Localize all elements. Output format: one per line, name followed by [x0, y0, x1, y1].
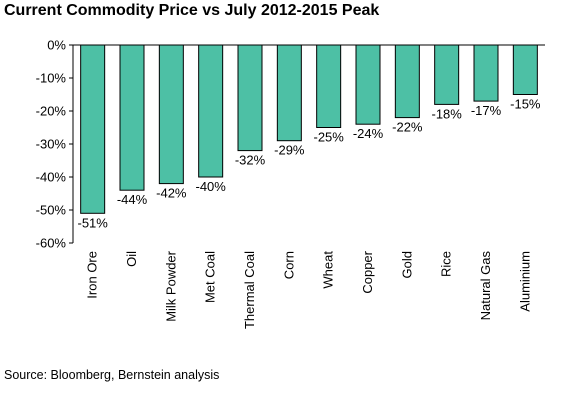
chart-title: Current Commodity Price vs July 2012-201… [4, 2, 380, 19]
category-label: Rice [439, 251, 454, 277]
category-label: Gold [399, 251, 414, 278]
category-label: Iron Ore [85, 251, 100, 299]
y-tick-label: -20% [36, 104, 67, 119]
bar [119, 44, 145, 191]
source-note: Source: Bloomberg, Bernstein analysis [4, 368, 220, 382]
bar [316, 44, 342, 128]
bar [198, 44, 224, 178]
y-tick-label: -40% [36, 170, 67, 185]
y-tick-label: -60% [36, 236, 67, 251]
data-label: -25% [313, 130, 344, 145]
bars-group [73, 44, 545, 214]
category-label: Wheat [321, 251, 336, 289]
bar [158, 44, 184, 185]
data-label: -29% [274, 143, 305, 158]
category-label: Oil [124, 251, 139, 267]
data-label: -17% [471, 103, 502, 118]
category-label: Thermal Coal [242, 251, 257, 329]
bar [355, 44, 381, 125]
data-label: -42% [156, 186, 187, 201]
data-label: -15% [510, 97, 541, 112]
bar [276, 44, 302, 142]
y-tick-label: -50% [36, 203, 67, 218]
data-labels-group: -51% -44% -42% -40% -32% -29% -25% -24% -22% -18%… [77, 97, 540, 231]
bar [512, 44, 538, 95]
bar [80, 44, 106, 214]
category-label: Copper [360, 250, 375, 293]
category-label: Milk Powder [163, 250, 178, 321]
data-label: -40% [195, 179, 226, 194]
y-tick-label: -30% [36, 137, 67, 152]
bar [434, 44, 460, 105]
data-label: -22% [392, 120, 423, 135]
y-tick-label: 0% [47, 38, 66, 53]
category-label: Met Coal [203, 251, 218, 303]
data-label: -24% [353, 126, 384, 141]
data-label: -18% [431, 106, 462, 121]
bar [473, 44, 499, 102]
category-label: Aluminium [517, 251, 532, 312]
data-label: -51% [77, 215, 108, 230]
data-label: -44% [117, 192, 148, 207]
y-axis: 0% -10% -20% -30% -40% -50% -60% [36, 38, 74, 251]
bar [237, 44, 263, 152]
data-label: -32% [235, 153, 266, 168]
category-label: Corn [281, 251, 296, 279]
category-labels-group: Iron Ore Oil Milk Powder Met Coal Thermal Co… [85, 250, 533, 329]
bar [394, 44, 420, 119]
y-tick-label: -10% [36, 71, 67, 86]
category-label: Natural Gas [478, 251, 493, 321]
